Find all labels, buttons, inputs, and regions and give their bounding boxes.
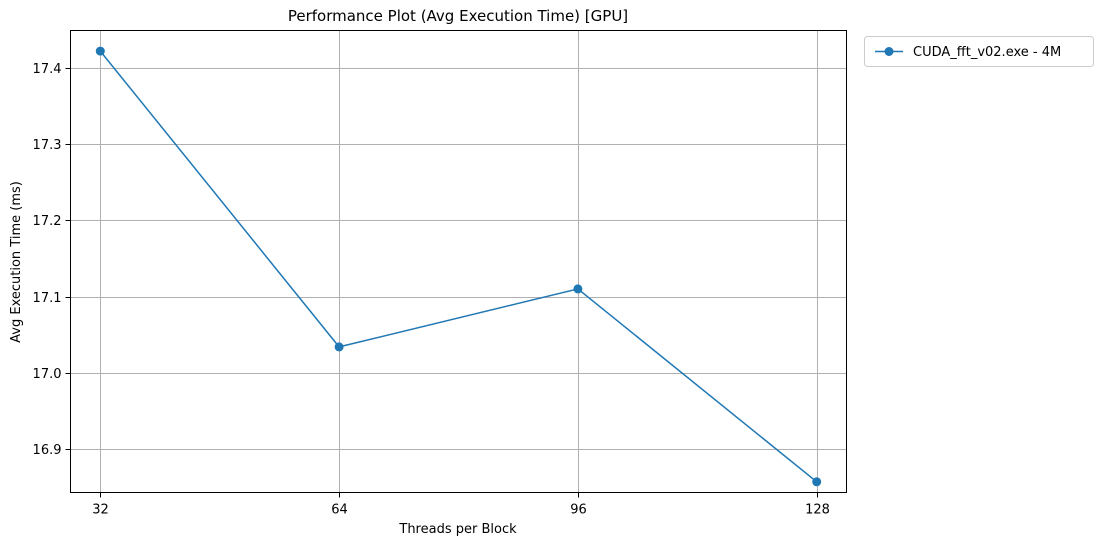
x-tick-label: 128 <box>805 503 830 518</box>
legend-box <box>864 36 1094 67</box>
series <box>95 46 822 487</box>
y-tick-label: 17.3 <box>33 138 62 153</box>
x-tick-label: 32 <box>92 503 109 518</box>
y-tick-label: 17.4 <box>33 62 62 77</box>
legend-label: CUDA_fft_v02.exe - 4M <box>913 45 1061 60</box>
x-axis-label: Threads per Block <box>398 522 517 537</box>
data-point <box>812 477 822 487</box>
y-tick-label: 16.9 <box>33 443 62 458</box>
plot-frame <box>70 30 847 493</box>
series-line <box>99 50 818 483</box>
data-point <box>334 342 344 352</box>
y-tick-label: 17.2 <box>33 214 62 229</box>
y-tick-label: 17.0 <box>33 367 62 382</box>
x-tick-label: 96 <box>570 503 587 518</box>
y-axis-label: Avg Execution Time (ms) <box>9 181 24 343</box>
x-tick-label: 64 <box>331 503 348 518</box>
data-point <box>573 284 583 294</box>
data-point <box>95 46 105 56</box>
legend-marker <box>884 47 894 56</box>
axes: 32 64 96 128 16.9 17.0 17.1 17.2 17.3 17.4 <box>33 62 830 518</box>
grid <box>70 30 847 493</box>
legend: CUDA_fft_v02.exe - 4M <box>864 36 1094 67</box>
chart-title: Performance Plot (Avg Execution Time) [G… <box>288 7 628 25</box>
y-tick-label: 17.1 <box>33 291 62 306</box>
